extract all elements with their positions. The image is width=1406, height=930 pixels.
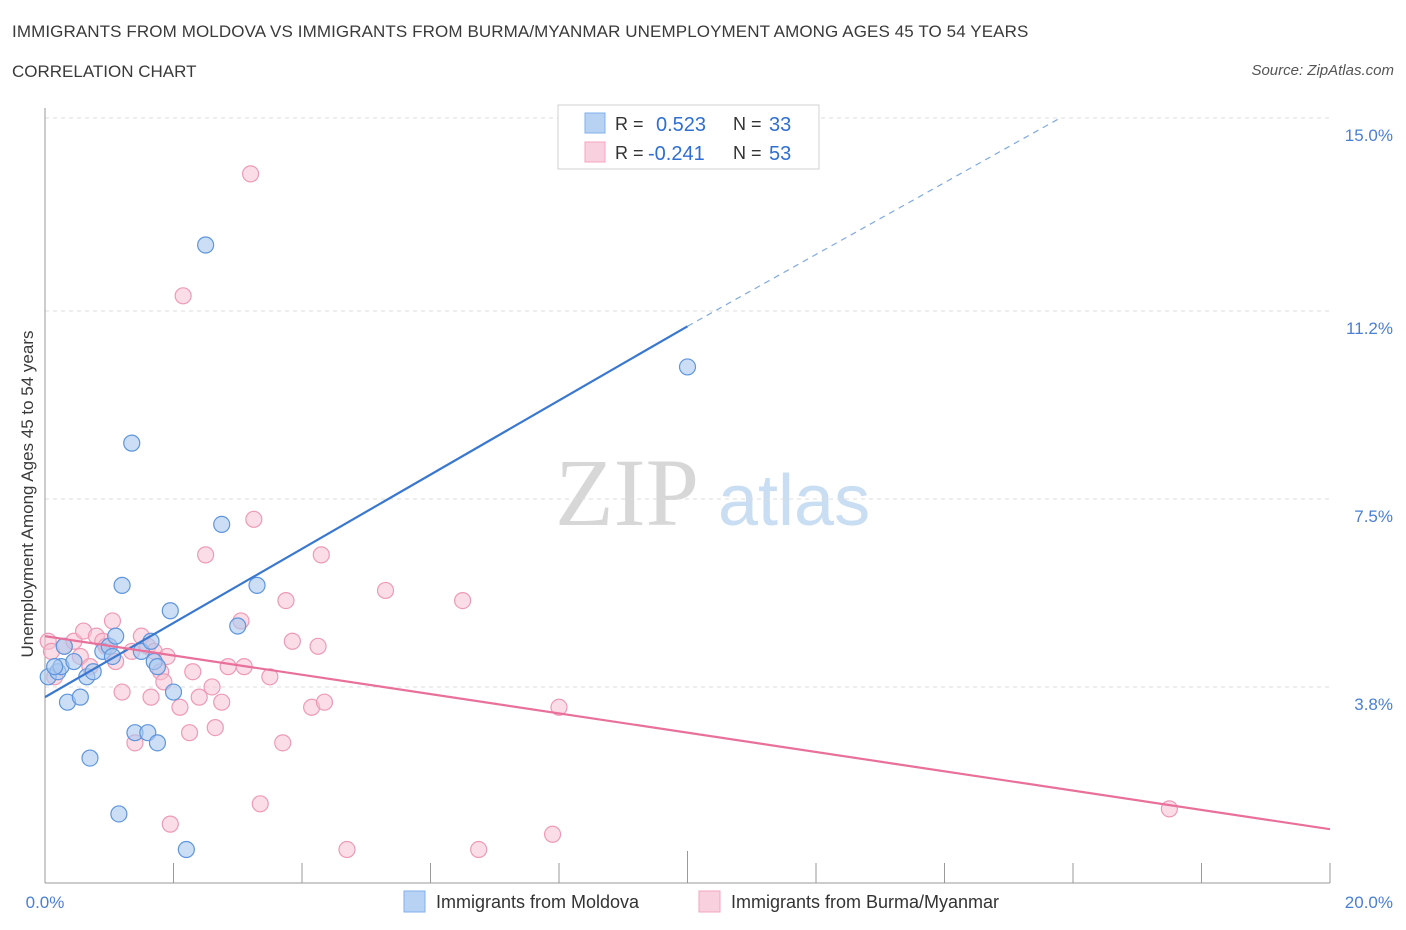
burma-point-25 [174,287,192,305]
y-tick-label-3: 15.0% [1345,126,1393,145]
moldova-trend-extension [687,117,1061,327]
burma-trend-line [44,635,1331,831]
burma-point-33 [219,658,237,676]
legend-r-value-2: -0.241 [648,143,705,165]
legend-swatch-moldova [584,112,606,134]
burma-point-29 [197,546,215,564]
legend-n-value-1: 33 [769,114,791,136]
moldova-point-15 [123,434,141,452]
chart-subtitle: CORRELATION CHART [12,62,197,81]
burma-point-37 [245,510,263,528]
burma-point-28 [190,688,208,706]
legend-moldova-swatch [403,890,426,913]
burma-point-27 [184,663,202,681]
y-tick-label-1: 7.5% [1354,507,1393,526]
chart-title: IMMIGRANTS FROM MOLDOVA VS IMMIGRANTS FR… [12,22,1029,41]
moldova-point-26 [197,236,215,254]
moldova-point-23 [161,602,179,620]
moldova-point-25 [177,840,195,859]
burma-point-40 [274,734,292,752]
legend-n-label-1: N = [733,114,762,134]
correlation-legend: R = 0.523 N = 33 R = -0.241 N = 53 [557,104,820,170]
trend-lines [44,117,1331,831]
moldova-point-27 [213,515,231,534]
moldova-trend-line [44,325,689,699]
moldova-point-31 [46,658,64,676]
moldova-point-14 [113,576,131,594]
moldova-point-28 [229,617,247,635]
burma-point-47 [338,840,356,859]
burma-point-31 [206,718,224,737]
burma-point-38 [251,795,269,813]
series-burma-points [39,165,1178,859]
moldova-point-30 [678,358,697,376]
legend-n-value-2: 53 [769,143,791,165]
burma-point-42 [283,632,301,650]
burma-point-30 [203,678,221,696]
moldova-point-13 [110,805,128,823]
x-tick-label-min: 0.0% [26,893,65,912]
watermark-atlas: atlas [718,461,870,541]
burma-point-49 [454,591,472,610]
gridlines [45,117,1330,688]
tick-labels: 3.8% 7.5% 11.2% 15.0% 0.0% 20.0% [26,126,1393,912]
watermark-zip: ZIP [555,439,699,546]
burma-point-45 [312,546,330,564]
legend-r-value-1: 0.523 [656,114,706,136]
moldova-point-12 [107,627,125,645]
burma-point-18 [142,688,160,706]
burma-point-23 [161,815,179,833]
moldova-point-29 [248,576,266,594]
legend-r-label-2: R = [615,143,644,163]
source-label: Source: ZipAtlas.com [1251,62,1394,79]
burma-point-24 [171,698,189,716]
moldova-point-5 [71,688,89,706]
moldova-point-24 [164,683,183,701]
burma-point-39 [261,668,279,686]
burma-point-48 [376,581,395,600]
burma-point-13 [113,683,131,701]
moldova-point-21 [148,658,167,676]
burma-point-52 [550,698,568,716]
y-tick-label-2: 11.2% [1346,319,1393,338]
legend-burma-swatch [698,890,721,913]
burma-point-44 [309,637,327,655]
legend-burma-label: Immigrants from Burma/Myanmar [731,892,999,912]
y-tick-label-0: 3.8% [1354,695,1393,714]
series-legend: Immigrants from Moldova Immigrants from … [403,890,999,913]
legend-moldova-label: Immigrants from Moldova [436,892,640,912]
burma-point-32 [213,693,231,711]
series-moldova-points [39,236,697,859]
burma-point-46 [315,693,334,711]
legend-n-label-2: N = [733,143,762,163]
moldova-point-8 [81,749,99,767]
axes [44,108,1331,884]
burma-point-11 [103,612,122,630]
burma-point-26 [180,724,199,742]
y-axis-title: Unemployment Among Ages 45 to 54 years [18,331,37,658]
moldova-point-4 [65,652,83,671]
burma-point-50 [470,840,488,859]
burma-point-36 [242,165,260,183]
legend-r-label-1: R = [615,114,644,134]
x-tick-label-max: 20.0% [1345,893,1393,912]
legend-swatch-burma [584,141,606,163]
moldova-point-22 [148,734,167,752]
burma-point-41 [277,591,295,610]
burma-point-51 [543,825,562,843]
